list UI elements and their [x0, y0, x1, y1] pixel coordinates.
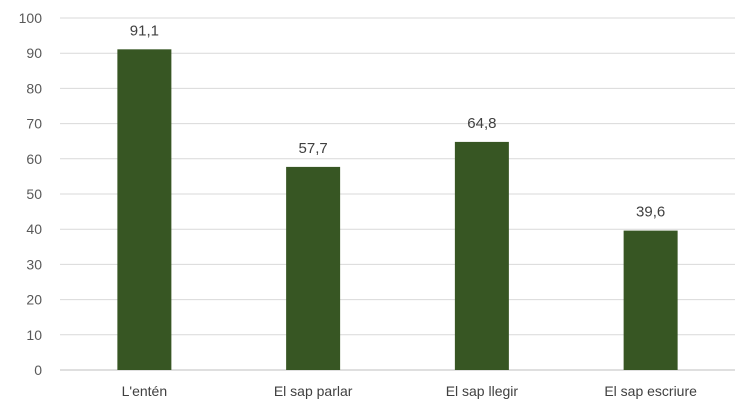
category-label: El sap llegir	[446, 383, 519, 399]
y-tick-label: 20	[26, 292, 42, 308]
bar	[623, 230, 678, 370]
data-label: 91,1	[130, 22, 159, 39]
y-tick-label: 90	[26, 45, 42, 61]
y-tick-label: 60	[26, 151, 42, 167]
y-tick-label: 10	[26, 327, 42, 343]
category-label: L'entén	[122, 383, 168, 399]
gridlines	[60, 17, 735, 336]
category-labels: L'entén El sap parlar El sap llegir El sap …	[122, 383, 698, 399]
bar	[117, 49, 172, 370]
category-label: El sap parlar	[274, 383, 353, 399]
data-labels: 91,1 57,7 64,8 39,6	[130, 22, 665, 220]
category-label: El sap escriure	[604, 383, 697, 399]
bar	[286, 166, 341, 370]
y-tick-label: 0	[34, 362, 42, 378]
data-label: 39,6	[636, 204, 665, 221]
data-label: 57,7	[299, 140, 328, 157]
y-tick-label: 80	[26, 80, 42, 96]
y-tick-label: 70	[26, 116, 42, 132]
data-label: 64,8	[467, 115, 496, 132]
bar	[454, 141, 509, 370]
y-tick-label: 50	[26, 186, 42, 202]
bars	[117, 49, 678, 370]
y-axis-tick-labels: 0 10 20 30 40 50 60 70 80 90 100	[19, 10, 43, 378]
y-tick-label: 30	[26, 256, 42, 272]
y-tick-label: 100	[19, 10, 43, 26]
y-tick-label: 40	[26, 221, 42, 237]
